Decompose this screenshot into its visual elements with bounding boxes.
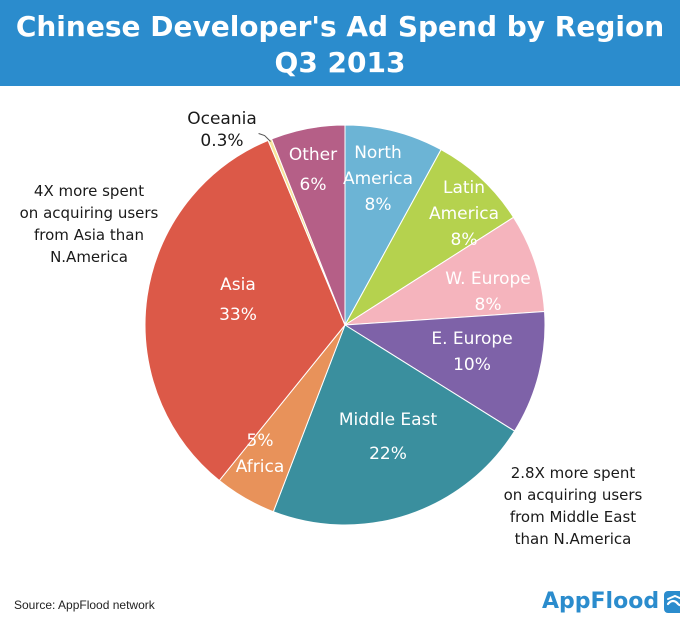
data-label-oceania: 0.3% xyxy=(200,131,243,151)
slice-label-latin-america: America xyxy=(429,204,499,224)
pie-slice-w-europe xyxy=(344,216,546,326)
slice-label-e-europe: E. Europe xyxy=(431,329,512,349)
slice-label-asia: Asia xyxy=(220,275,256,295)
asia-annotation-line: 4X more spent xyxy=(33,182,145,200)
middle-east-annotation: 2.8X more spent on acquiring users from … xyxy=(488,462,658,550)
data-label-w-europe: 8% xyxy=(475,295,502,315)
data-label-north-america: 8% xyxy=(365,195,392,215)
pie-slice-e-europe xyxy=(343,311,546,432)
slice-label-oceania: Oceania xyxy=(187,109,257,129)
asia-annotation-line: N.America xyxy=(50,248,128,266)
data-label-middle-east: 22% xyxy=(369,444,407,464)
slice-label-latin-america: Latin xyxy=(443,178,485,198)
pie-slice-middle-east xyxy=(272,324,516,526)
slice-label-north-america: North xyxy=(354,143,402,163)
brand-name: AppFlood xyxy=(542,589,660,614)
slice-label-other: Other xyxy=(289,145,337,165)
data-label-other: 6% xyxy=(300,175,327,195)
pie-slice-latin-america xyxy=(344,148,515,326)
brand-logo: AppFlood xyxy=(542,589,680,614)
pie-slice-other xyxy=(270,124,346,326)
slice-label-middle-east: Middle East xyxy=(339,410,438,430)
slice-label-w-europe: W. Europe xyxy=(445,269,530,289)
middle-east-annotation-line: on acquiring users xyxy=(503,486,643,504)
chart-subtitle: Q3 2013 xyxy=(274,46,406,79)
chart-title: Chinese Developer's Ad Spend by Region xyxy=(15,10,665,43)
asia-annotation: 4X more spent on acquiring users from As… xyxy=(14,180,164,268)
middle-east-annotation-line: 2.8X more spent xyxy=(510,464,636,482)
asia-annotation-line: on acquiring users xyxy=(19,204,159,222)
pie-slice-north-america xyxy=(344,124,442,326)
source-note: Source: AppFlood network xyxy=(14,598,155,612)
data-label-latin-america: 8% xyxy=(451,230,478,250)
oceania-leader-line xyxy=(258,133,271,142)
slice-label-north-america: America xyxy=(343,169,413,189)
data-label-asia: 33% xyxy=(219,305,257,325)
appflood-logo-icon xyxy=(664,590,680,613)
asia-annotation-line: from Asia than xyxy=(34,226,144,244)
chart-header: Chinese Developer's Ad Spend by Region Q… xyxy=(0,0,680,86)
slice-label-africa: Africa xyxy=(236,457,285,477)
data-label-e-europe: 10% xyxy=(453,355,491,375)
middle-east-annotation-line: than N.America xyxy=(514,530,632,548)
middle-east-annotation-line: from Middle East xyxy=(509,508,637,526)
data-label-africa: 5% xyxy=(247,431,274,451)
pie-slice-asia xyxy=(144,139,346,482)
